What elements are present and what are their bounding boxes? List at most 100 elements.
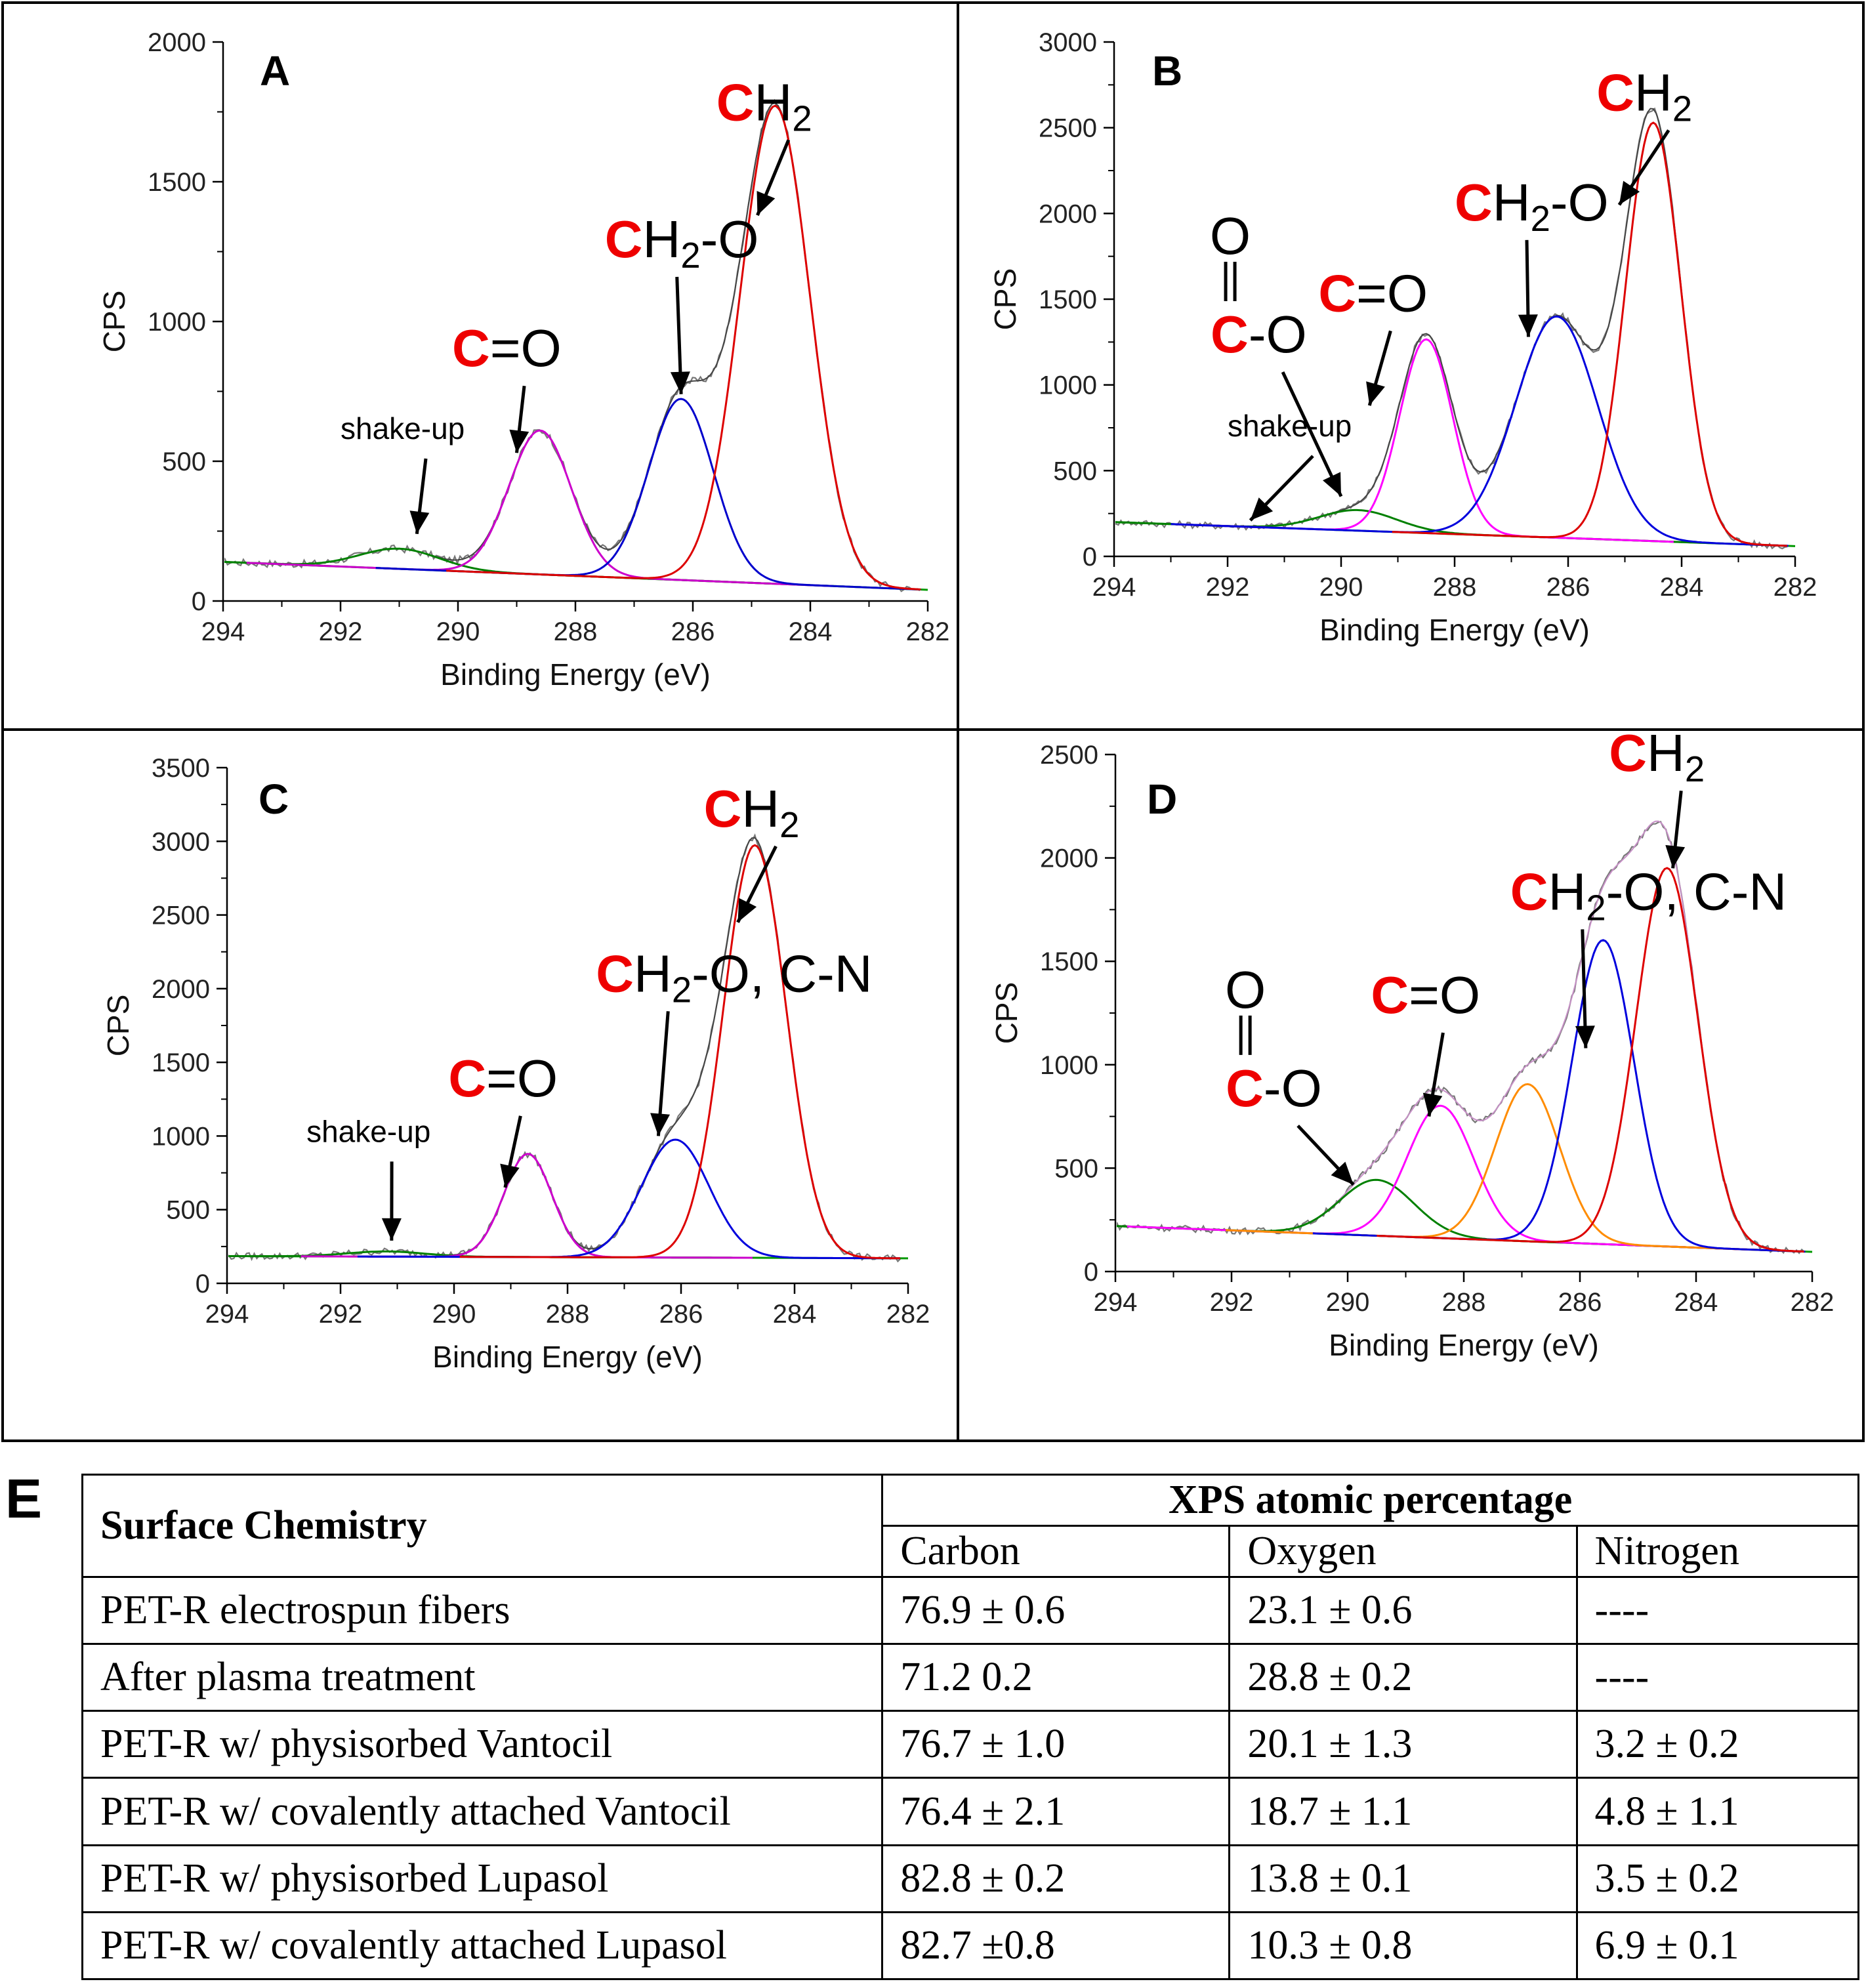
peak-label: C=O <box>452 319 562 377</box>
y-tick-label: 0 <box>1083 543 1097 571</box>
label-part: -O, C-N <box>692 944 873 1003</box>
table-row: PET-R w/ physisorbed Vantocil 76.7 ± 1.0… <box>81 1710 1860 1779</box>
annotation-arrow-head <box>409 510 430 534</box>
x-axis-title: Binding Energy (eV) <box>432 1340 703 1374</box>
label-part: -O, C-N <box>1606 862 1787 921</box>
xps-atomic-table-wrapper: Surface Chemistry XPS atomic percentage … <box>81 1474 1860 1981</box>
x-tick-label: 284 <box>789 617 833 646</box>
y-tick-label: 500 <box>1054 1154 1098 1183</box>
y-tick-label: 500 <box>166 1196 210 1225</box>
x-tick-label: 284 <box>773 1300 817 1329</box>
carbon-highlight: C <box>1371 966 1409 1024</box>
header-surface-chemistry: Surface Chemistry <box>81 1474 884 1578</box>
axis-lines <box>1113 42 1795 558</box>
y-tick-label: 500 <box>162 447 206 476</box>
xps-panels-grid: 294 292 290 288 286 284 282 0 500 1000 1500 2000 Bin… <box>1 1 1865 1442</box>
label-part: 2 <box>1586 888 1606 928</box>
label-part: H <box>1647 724 1685 782</box>
carbon-highlight: C <box>452 319 490 377</box>
envelope-fit-line <box>224 102 919 590</box>
peak-label: C-O <box>1211 305 1307 363</box>
x-tick-label: 290 <box>1319 573 1363 602</box>
row-label: PET-R electrospun fibers <box>81 1575 884 1646</box>
annotation-arrow-shaft <box>1281 371 1343 497</box>
figure-frame <box>1 1 1865 1442</box>
raw-spectrum-line <box>228 833 902 1263</box>
component-peak-line <box>1392 121 1787 547</box>
carbon-highlight: C <box>716 73 755 131</box>
y-tick-label: 2000 <box>148 28 206 57</box>
x-tick-label: 294 <box>201 617 245 646</box>
x-tick-label: 286 <box>659 1300 703 1329</box>
carbon-highlight: C <box>704 779 742 838</box>
y-tick-label: 3500 <box>152 754 210 783</box>
annotation-arrow-head <box>757 191 776 216</box>
row-label: PET-R w/ physisorbed Lupasol <box>81 1844 884 1913</box>
y-tick-label: 1500 <box>148 168 206 197</box>
y-axis-title: CPS <box>989 982 1024 1045</box>
xps-chart-panel-a: 294 292 290 288 286 284 282 0 500 1000 1500 2000 Bin… <box>97 28 949 692</box>
x-tick-label: 290 <box>1326 1288 1370 1317</box>
y-tick-label: 2500 <box>152 901 210 930</box>
label-part: H <box>741 779 779 838</box>
annotation-arrow-head <box>1575 1025 1595 1048</box>
peak-label: CH2-O, C-N <box>596 944 872 1010</box>
label-part: 2 <box>1685 749 1705 789</box>
carbon-value: 76.7 ± 1.0 <box>881 1710 1231 1779</box>
carbonyl-oxygen-label: O <box>1225 961 1266 1019</box>
x-tick-label: 282 <box>886 1300 930 1329</box>
xps-chart-panel-c: 294 292 290 288 286 284 282 0 500 1000 1500 2000 250… <box>101 754 930 1374</box>
peak-label: CH2-O, C-N <box>1510 862 1787 928</box>
x-tick-label: 282 <box>1773 573 1817 602</box>
annotation-arrow-head <box>509 429 529 453</box>
carbon-highlight: C <box>1226 1059 1264 1117</box>
nitrogen-value: 4.8 ± 1.1 <box>1575 1777 1860 1846</box>
panel-label: B <box>1152 47 1182 94</box>
x-tick-label: 294 <box>1092 573 1136 602</box>
panel-label: A <box>260 47 290 94</box>
peak-label: C=O <box>1318 264 1428 322</box>
label-part: 2 <box>1672 89 1692 129</box>
peak-label: CH2 <box>716 73 812 138</box>
peak-label: C=O <box>1371 966 1480 1024</box>
x-tick-label: 292 <box>319 617 363 646</box>
header-xps-atomic-percentage: XPS atomic percentage <box>881 1474 1859 1527</box>
component-peak-line <box>246 429 832 587</box>
annotation-arrow-head <box>1366 381 1385 406</box>
x-tick-label: 286 <box>1558 1288 1602 1317</box>
carbon-value: 82.8 ± 0.2 <box>881 1844 1231 1913</box>
y-tick-label: 500 <box>1053 457 1097 486</box>
component-peak-line <box>459 844 900 1260</box>
oxygen-value: 28.8 ± 0.2 <box>1228 1643 1578 1712</box>
y-tick-label: 1500 <box>152 1048 210 1077</box>
annotation-arrow-head <box>1665 845 1686 869</box>
panel-label-e: E <box>5 1468 43 1529</box>
table-row: PET-R w/ covalently attached Lupasol 82.… <box>81 1911 1860 1981</box>
raw-spectrum-line <box>224 98 921 592</box>
xps-chart-panel-d: 294 292 290 288 286 284 282 0 500 1000 1500 2000 250… <box>989 724 1834 1362</box>
y-axis-title: CPS <box>101 995 135 1057</box>
component-peak-line <box>1377 867 1804 1253</box>
x-tick-label: 292 <box>1210 1288 1254 1317</box>
component-peak-line <box>1171 315 1789 547</box>
y-tick-label: 0 <box>196 1270 210 1298</box>
component-peak-line <box>301 1153 753 1259</box>
x-axis-title: Binding Energy (eV) <box>1319 613 1590 647</box>
table-row: PET-R w/ physisorbed Lupasol 82.8 ± 0.2 … <box>81 1844 1860 1913</box>
x-tick-label: 294 <box>205 1300 249 1329</box>
xps-chart-panel-b: 294 292 290 288 286 284 282 0 500 1000 1500 2000 250… <box>988 28 1817 647</box>
x-tick-label: 288 <box>554 617 598 646</box>
table-row: After plasma treatment 71.2 0.2 28.8 ± 0… <box>81 1643 1860 1712</box>
y-tick-label: 1000 <box>152 1122 210 1151</box>
nitrogen-value: 3.2 ± 0.2 <box>1575 1710 1860 1779</box>
y-tick-label: 1500 <box>1040 947 1098 976</box>
nitrogen-value: 6.9 ± 0.1 <box>1575 1911 1860 1981</box>
component-peak-line <box>446 104 921 590</box>
peak-label: CH2-O <box>605 210 759 276</box>
row-label: PET-R w/ covalently attached Vantocil <box>81 1777 884 1846</box>
carbon-highlight: C <box>1596 64 1634 122</box>
label-part: 2 <box>779 805 799 845</box>
label-part: -O <box>701 210 759 268</box>
peak-label: CH2 <box>704 779 800 845</box>
x-tick-label: 282 <box>1791 1288 1835 1317</box>
